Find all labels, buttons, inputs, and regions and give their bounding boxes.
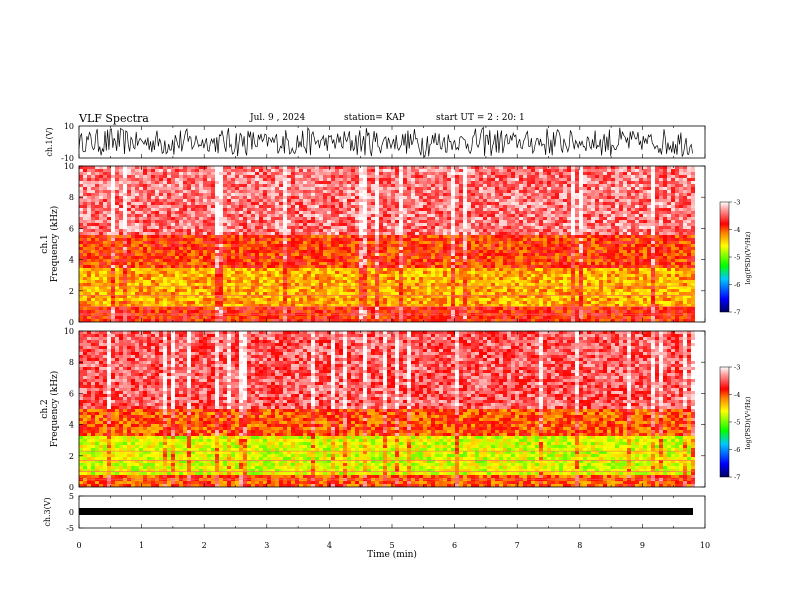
ch1-spec-ylabel-ch: ch.1: [40, 234, 50, 253]
colorbar-ch1: [719, 201, 730, 313]
date-label: Jul. 9 , 2024: [250, 113, 306, 123]
colorbar-ticks: -3 -4 -5 -6 -7 -3 -4 -5 -6 -7: [729, 199, 740, 482]
colorbar-tick-label--7: -7: [734, 474, 740, 482]
spec-y-tick-label-6: 6: [69, 389, 74, 398]
ch3-waveform-panel: [78, 495, 706, 529]
x-axis-label: Time (min): [367, 549, 417, 560]
ch3-y-tick-label-0: 0: [69, 508, 74, 517]
ch1-spectrogram-panel: [78, 165, 706, 323]
x-tick-label-5: 5: [389, 541, 394, 550]
x-tick-label-1: 1: [139, 541, 144, 550]
spec-y-tick-label-2: 2: [69, 287, 74, 296]
ch1-y-tick-label: 10: [64, 122, 74, 131]
ch1-y-tick-label: -10: [61, 154, 74, 163]
station-label: station= KAP: [344, 113, 405, 123]
x-tick-label-7: 7: [515, 541, 520, 550]
colorbar-tick-label--5: -5: [734, 419, 740, 427]
spec-y-tick-label-0: 0: [69, 483, 74, 492]
ch2-spectrogram-image: [79, 331, 705, 487]
ch2-spectrogram-panel: [78, 330, 706, 488]
ch3-y-tick-label--5: -5: [66, 524, 74, 533]
colorbar-tick-label--4: -4: [734, 391, 740, 399]
x-tick-label-8: 8: [577, 541, 582, 550]
ch3-y-tick-label-5: 5: [69, 492, 74, 501]
colorbar-tick-label--3: -3: [734, 199, 740, 207]
ch1-spec-ylabel-freq: Frequency (kHz): [49, 206, 60, 283]
ch3-waveform-band: [79, 508, 693, 515]
colorbar-tick-label--5: -5: [734, 254, 740, 262]
ch1-waveform-line: [78, 126, 693, 158]
ch1-spec-ylabel: ch.1Frequency (kHz): [40, 206, 60, 283]
spec-y-tick-label-4: 4: [69, 421, 74, 430]
colorbar-tick-label--6: -6: [734, 281, 740, 289]
spec-y-tick-label-6: 6: [69, 224, 74, 233]
colorbar-ch2: [719, 366, 730, 478]
ch1-spectrogram-image: [79, 166, 705, 322]
colorbar-tick-label--6: -6: [734, 446, 740, 454]
ch1-waveform-panel: [78, 125, 706, 159]
colorbar-tick-label--3: -3: [734, 364, 740, 372]
start-time-label: start UT = 2 : 20: 1: [436, 113, 525, 123]
spec-y-tick-label-0: 0: [69, 318, 74, 327]
x-tick-label-2: 2: [202, 541, 207, 550]
spec-y-tick-label-8: 8: [69, 193, 74, 202]
x-tick-label-4: 4: [327, 541, 332, 550]
colorbar-ch2-label: log(PSD)(V²/Hz): [744, 396, 752, 449]
colorbar-tick-label--4: -4: [734, 226, 740, 234]
x-tick-label-10: 10: [700, 541, 710, 550]
colorbar-ch1-label: log(PSD)(V²/Hz): [744, 231, 752, 284]
colorbar-tick-label--7: -7: [734, 309, 740, 317]
spec-y-tick-label-10: 10: [64, 162, 74, 171]
ch2-spec-ylabel: ch.2Frequency (kHz): [40, 371, 60, 448]
spec-y-tick-label-4: 4: [69, 256, 74, 265]
spec-y-tick-label-2: 2: [69, 452, 74, 461]
x-tick-label-9: 9: [640, 541, 645, 550]
ch2-spec-ylabel-freq: Frequency (kHz): [49, 371, 60, 448]
spec-y-tick-label-10: 10: [64, 327, 74, 336]
ch1-ylabel: ch.1(V): [45, 127, 54, 156]
spec-y-tick-label-8: 8: [69, 358, 74, 367]
chart-title: VLF Spectra: [79, 112, 149, 125]
ch3-ylabel: ch.3(V): [43, 497, 52, 526]
x-tick-label-3: 3: [264, 541, 269, 550]
ch2-spec-ylabel-ch: ch.2: [40, 399, 50, 418]
x-tick-label-6: 6: [452, 541, 457, 550]
x-tick-label-0: 0: [76, 541, 81, 550]
